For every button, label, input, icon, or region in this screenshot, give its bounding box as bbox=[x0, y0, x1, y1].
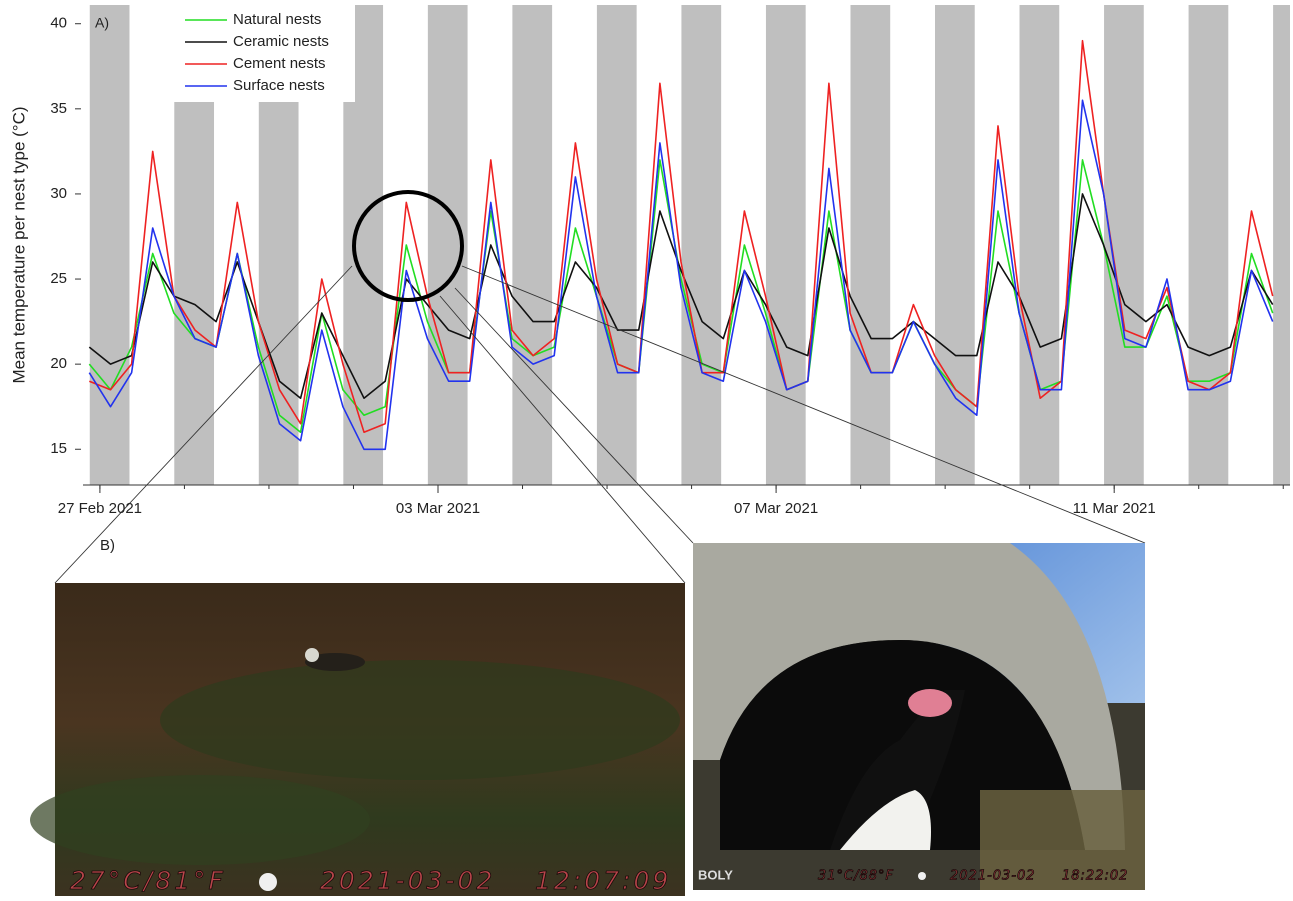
photo-penguin bbox=[830, 690, 965, 850]
photo-texture bbox=[160, 660, 680, 780]
legend-label: Natural nests bbox=[233, 11, 321, 28]
night-band bbox=[512, 5, 553, 485]
y-tick-label: 35 bbox=[50, 100, 67, 117]
connector bbox=[439, 295, 686, 584]
night-band bbox=[1019, 5, 1060, 485]
zoom-circle bbox=[352, 190, 464, 302]
photo-pipe bbox=[693, 543, 1125, 850]
y-tick-label: 20 bbox=[50, 355, 67, 372]
panel-label: B) bbox=[100, 537, 115, 554]
photo-brand: BOLY bbox=[698, 867, 733, 882]
connector bbox=[461, 265, 1146, 544]
night-band bbox=[1104, 5, 1144, 485]
series-line bbox=[89, 39, 1274, 433]
night-band bbox=[681, 5, 722, 485]
connector bbox=[54, 265, 353, 584]
photo-right: BOLY 31°C/88°F 2021-03-02 18:22:02 bbox=[693, 543, 1145, 890]
y-tick-label: 40 bbox=[50, 15, 67, 32]
photo-texture bbox=[30, 775, 370, 865]
night-band bbox=[850, 5, 891, 485]
x-tick-label: 27 Feb 2021 bbox=[58, 500, 142, 517]
legend-label: Surface nests bbox=[233, 77, 325, 94]
night-band bbox=[935, 5, 975, 485]
night-band bbox=[765, 5, 806, 485]
night-band bbox=[1188, 5, 1229, 485]
y-tick-label: 30 bbox=[50, 185, 67, 202]
y-tick-label: 15 bbox=[50, 440, 67, 457]
x-tick-label: 03 Mar 2021 bbox=[396, 500, 480, 517]
photo-bird bbox=[305, 653, 365, 671]
photo-overlay: 2021-03-02 bbox=[320, 866, 495, 895]
series-line bbox=[88, 159, 1274, 433]
x-tick-label: 11 Mar 2021 bbox=[1073, 500, 1156, 517]
photo-nest bbox=[980, 790, 1145, 890]
photo-overlay: 18:22:02 bbox=[1062, 869, 1128, 884]
photo-penguin bbox=[908, 689, 952, 717]
photo-overlay: 12:07:09 bbox=[535, 866, 671, 895]
photo-overlay: 27°C/81°F bbox=[70, 866, 226, 895]
photo-icon bbox=[259, 873, 277, 891]
photo-left: 27°C/81°F 2021-03-02 12:07:09 bbox=[30, 583, 685, 896]
y-axis-label: Mean temperature per nest type (°C) bbox=[9, 106, 28, 383]
night-band bbox=[1273, 5, 1290, 485]
series-line bbox=[88, 193, 1274, 399]
photo-icon bbox=[918, 872, 926, 880]
panel-label: A) bbox=[95, 15, 109, 31]
y-tick-label: 25 bbox=[50, 270, 67, 287]
night-band bbox=[89, 5, 130, 485]
legend-box bbox=[130, 5, 355, 102]
legend-label: Cement nests bbox=[233, 55, 326, 72]
x-tick-label: 07 Mar 2021 bbox=[734, 500, 818, 517]
photo-penguin bbox=[840, 790, 931, 850]
series-line bbox=[88, 99, 1274, 451]
photo-overlay: 31°C/88°F bbox=[818, 869, 894, 884]
connectors bbox=[54, 265, 1146, 584]
legend: Natural nests Ceramic nests Cement nests Su… bbox=[130, 5, 355, 102]
connector bbox=[454, 287, 694, 544]
legend-label: Ceramic nests bbox=[233, 33, 329, 50]
photo-overlay: 2021-03-02 bbox=[950, 869, 1036, 884]
night-band bbox=[596, 5, 637, 485]
photo-bird bbox=[305, 648, 319, 662]
